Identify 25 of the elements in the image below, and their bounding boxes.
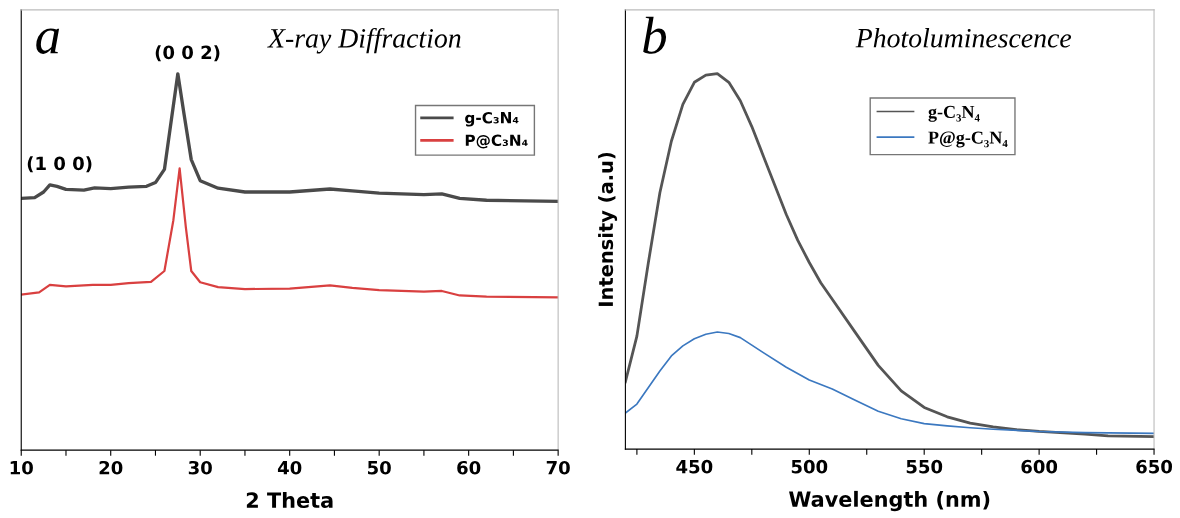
x-tick-label: 10 bbox=[10, 460, 33, 475]
chart-title: X-ray Diffraction bbox=[267, 27, 461, 54]
x-tick-label: 500 bbox=[791, 459, 828, 474]
y-axis-title: Intensity (a.u) bbox=[598, 152, 618, 306]
chart-title: Photoluminescence bbox=[855, 27, 1072, 48]
x-tick-label: 30 bbox=[188, 460, 212, 475]
annotation: (0 0 2) bbox=[155, 45, 220, 62]
x-tick-label: 20 bbox=[99, 460, 123, 475]
x-tick-label: 50 bbox=[368, 460, 391, 475]
x-tick-label: 60 bbox=[457, 460, 481, 475]
x-tick-label: 70 bbox=[546, 460, 570, 475]
legend-label: P@C₃N₄ bbox=[465, 134, 528, 149]
legend-label: g-C₃N₄ bbox=[928, 105, 980, 122]
legend-label: g-C₃N₄ bbox=[465, 111, 519, 127]
legend-label: P@g-C₃N₄ bbox=[928, 131, 1008, 148]
x-tick-label: 650 bbox=[1136, 459, 1173, 474]
x-tick-label: 550 bbox=[906, 459, 943, 474]
x-tick-label: 40 bbox=[277, 460, 302, 475]
x-axis-title: Wavelength (nm) bbox=[789, 490, 990, 512]
x-axis-title: 2 Theta bbox=[246, 491, 333, 509]
x-tick-label: 600 bbox=[1021, 459, 1058, 474]
text: b bbox=[643, 16, 667, 54]
text: a bbox=[36, 28, 60, 54]
x-tick-label: 450 bbox=[676, 459, 713, 474]
annotation: (1 0 0) bbox=[27, 156, 92, 173]
